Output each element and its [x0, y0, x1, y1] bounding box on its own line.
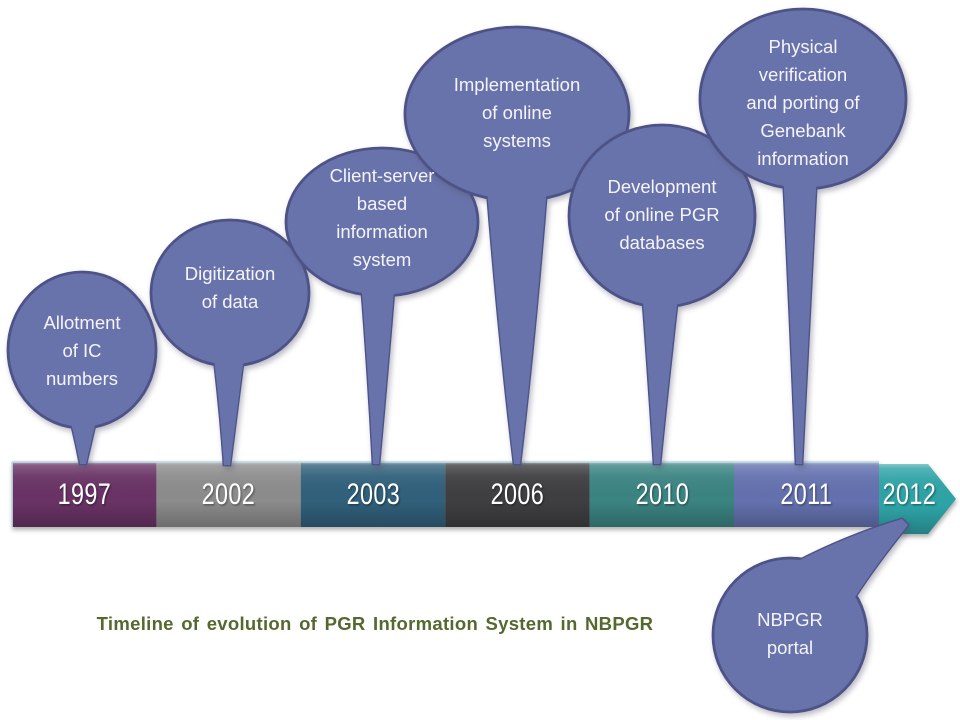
year-text-2011: 2011 — [780, 477, 832, 511]
bar-left-highlight — [11, 462, 13, 527]
callout-label-1997: Allotment of IC numbers — [43, 312, 121, 389]
callout-nbpgr-portal — [711, 517, 910, 714]
year-label-2010: 2010 — [590, 462, 734, 527]
callout-label-2006: Implementation of online systems — [453, 74, 581, 151]
year-label-1997: 1997 — [12, 462, 156, 527]
callout-online-systems — [403, 25, 631, 466]
year-label-2002: 2002 — [156, 462, 300, 527]
callout-client-server-system — [284, 146, 480, 466]
bar-top-highlight — [12, 460, 879, 464]
callout-genebank-information — [698, 7, 908, 466]
year-label-2012: 2012 — [876, 462, 942, 527]
year-label-2006: 2006 — [445, 462, 589, 527]
callout-label-2002: Digitization of data — [184, 263, 276, 312]
year-text-2002: 2002 — [201, 477, 255, 511]
timeline-bar — [11, 460, 956, 534]
year-text-2010: 2010 — [635, 477, 689, 511]
year-text-2006: 2006 — [490, 477, 544, 511]
bar-gloss — [12, 462, 879, 527]
year-text-1997: 1997 — [57, 477, 111, 511]
callout-label-2011: Physical verification and porting of Gen… — [746, 36, 860, 169]
year-label-2003: 2003 — [301, 462, 445, 527]
callout-digitization-of-data — [149, 218, 311, 467]
year-text-2003: 2003 — [346, 477, 400, 511]
year-text-2012: 2012 — [882, 477, 936, 511]
callout-label-2010: Development of online PGR databases — [604, 176, 720, 253]
callout-online-pgr-databases — [567, 123, 757, 466]
callout-label-2012: NBPGR portal — [757, 609, 823, 658]
callout-label-2003: Client-server based information system — [329, 165, 435, 270]
callout-allotment-ic-numbers — [6, 270, 158, 466]
arrow-gloss — [879, 464, 956, 534]
diagram-caption: Timeline of evolution of PGR Information… — [96, 613, 654, 634]
year-label-2011: 2011 — [734, 462, 878, 527]
